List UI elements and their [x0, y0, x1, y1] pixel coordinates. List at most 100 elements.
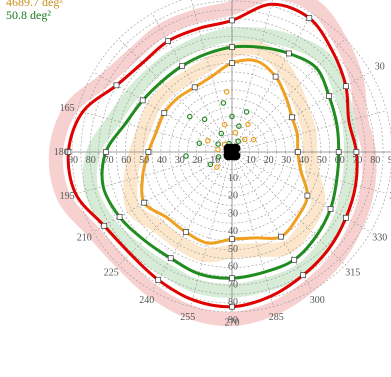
- isopter-marker: [101, 222, 108, 229]
- isopter-marker: [294, 149, 301, 155]
- radius-tick-left: 10: [210, 155, 220, 166]
- angle-tick-label: 300: [310, 295, 325, 306]
- grid-spoke: [93, 151, 233, 233]
- isopter-marker: [278, 233, 284, 240]
- angle-tick-label: 225: [104, 268, 119, 279]
- scatter-point: [236, 123, 242, 130]
- isopter-marker: [229, 44, 235, 50]
- grid-spoke: [231, 110, 387, 153]
- scatter-point: [218, 130, 225, 137]
- radius-tick-left: 40: [157, 155, 167, 166]
- isopter-marker: [113, 82, 120, 89]
- isopter-marker: [304, 192, 311, 199]
- scatter-point: [235, 138, 242, 145]
- radius-tick-down: 90: [228, 315, 238, 326]
- radius-tick-right: 60: [335, 155, 345, 166]
- radius-tick-right: 50: [317, 155, 327, 166]
- isopter-marker: [182, 229, 189, 235]
- scatter-point: [223, 151, 233, 161]
- radius-tick-down: 60: [228, 262, 238, 273]
- angle-tick-label: 345: [389, 191, 391, 202]
- isopter-marker: [179, 62, 186, 69]
- radius-tick-left: 30: [175, 155, 185, 166]
- polar-grid: [71, 0, 391, 313]
- scatter-point: [220, 100, 227, 106]
- isopter-marker: [165, 38, 171, 44]
- grid-spoke: [190, 0, 233, 153]
- isopter-curves: [65, 2, 360, 310]
- angle-tick-label: 270: [225, 318, 240, 329]
- isopter-marker: [229, 275, 235, 282]
- radius-tick-right: 40: [299, 155, 309, 166]
- grid-spoke: [231, 38, 346, 153]
- angle-tick-label: 240: [139, 295, 154, 306]
- grid-spoke: [231, 151, 346, 266]
- scatter-point: [221, 121, 228, 128]
- grid-spoke: [231, 13, 313, 153]
- isopter-marker: [343, 214, 349, 221]
- angle-tick-label: 285: [269, 312, 284, 323]
- radius-tick-left: 70: [104, 155, 114, 166]
- isopter-marker: [343, 83, 349, 90]
- scatter-point: [215, 146, 221, 153]
- isopter-marker: [229, 60, 235, 66]
- radius-tick-right: 10: [246, 155, 256, 166]
- grid-spoke: [231, 0, 274, 153]
- scatter-points: [183, 89, 257, 170]
- radius-tick-down: 80: [228, 297, 238, 308]
- scatter-point: [223, 89, 230, 95]
- scatter-point: [231, 151, 241, 161]
- radius-tick-right: 90: [388, 155, 391, 166]
- grid-spoke: [231, 151, 274, 307]
- radius-tick-right: 80: [370, 155, 380, 166]
- grid-spoke: [118, 38, 233, 153]
- scatter-point: [215, 154, 222, 160]
- legend-entry-2: 50.8 deg²: [6, 8, 51, 22]
- isopter-marker: [272, 73, 279, 80]
- isopter-marker: [229, 303, 235, 310]
- angle-tick-label: 315: [345, 268, 360, 279]
- grid-spoke: [77, 110, 233, 153]
- radius-tick-down: 30: [228, 208, 238, 219]
- angle-tick-label: 255: [180, 312, 195, 323]
- angle-tick-label: 30: [375, 62, 385, 73]
- isopter-marker: [229, 236, 235, 242]
- isopter-marker: [191, 84, 198, 91]
- radius-tick-left: 50: [139, 155, 149, 166]
- grid-spoke: [231, 151, 387, 194]
- isopter-marker: [229, 17, 235, 24]
- radius-tick-left: 80: [86, 155, 96, 166]
- isopter-marker: [116, 214, 123, 220]
- legend-entry-1: 4689.7 deg²: [6, 0, 63, 9]
- isopter-marker: [161, 110, 168, 116]
- scatter-point: [232, 129, 239, 136]
- radius-tick-down: 10: [228, 173, 238, 184]
- radius-tick-right: 20: [264, 155, 274, 166]
- isopter-marker: [327, 206, 334, 212]
- radius-tick-left: 20: [192, 155, 202, 166]
- isopter-marker: [289, 114, 295, 121]
- isopter-marker: [300, 272, 306, 279]
- isopter-marker: [139, 97, 146, 104]
- scatter-point: [250, 136, 257, 143]
- scatter-point: [231, 143, 241, 153]
- scatter-point: [196, 140, 203, 147]
- scatter-point: [201, 116, 208, 123]
- angle-tick-label: 210: [77, 232, 92, 243]
- isopter-marker: [306, 15, 313, 21]
- angle-tick-label: 180: [54, 147, 69, 158]
- radius-tick-left: 90: [68, 155, 78, 166]
- scatter-point: [205, 137, 211, 144]
- tick-labels: 1530165180195210225240255270285300315330…: [54, 62, 391, 329]
- radius-tick-left: 60: [121, 155, 131, 166]
- grid-spoke: [151, 13, 233, 153]
- grid-spoke: [151, 151, 233, 291]
- scatter-point: [243, 109, 250, 115]
- band-1: [48, 0, 377, 327]
- isopter-marker: [102, 149, 109, 155]
- radius-tick-right: 30: [281, 155, 291, 166]
- grid-spoke: [231, 151, 313, 291]
- isopter-marker: [286, 50, 292, 57]
- scatter-point: [229, 113, 235, 120]
